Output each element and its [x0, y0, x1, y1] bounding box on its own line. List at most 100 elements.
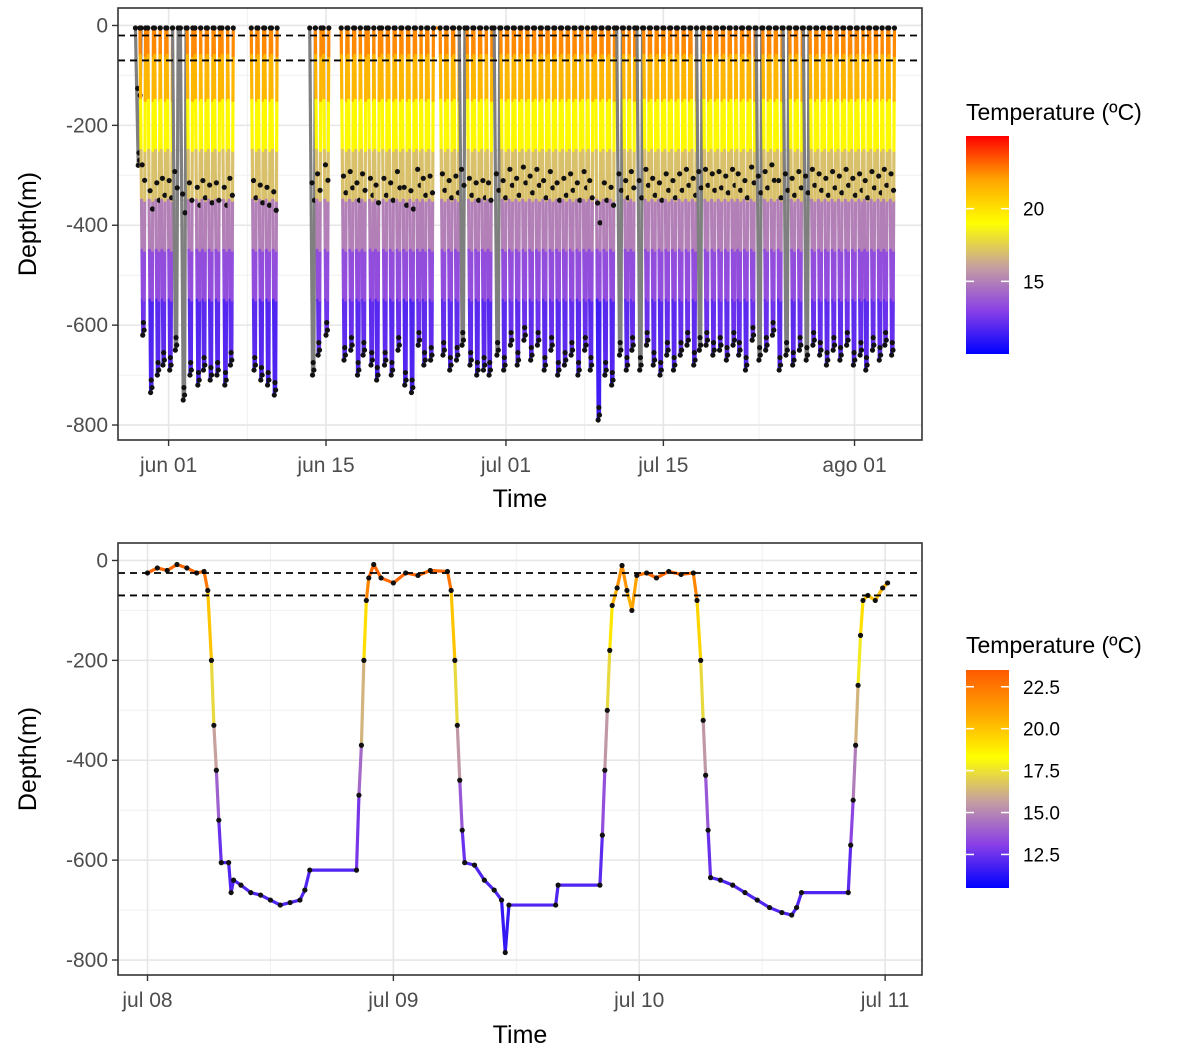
depth-point: [550, 185, 556, 191]
depth-point: [207, 377, 213, 383]
depth-segment: [630, 573, 639, 613]
depth-point: [341, 357, 347, 363]
depth-point: [205, 587, 211, 594]
depth-point: [462, 860, 468, 866]
depth-point: [725, 352, 731, 358]
depth-segment: [428, 568, 450, 574]
dive-100: [867, 25, 878, 353]
depth-point: [459, 342, 465, 348]
depth-point: [720, 25, 727, 31]
x-axis-title: Time: [493, 1021, 548, 1049]
depth-segment: [212, 723, 218, 772]
depth-point: [480, 367, 487, 373]
depth-point: [529, 352, 535, 358]
depth-point: [447, 367, 453, 373]
depth-point: [340, 173, 347, 179]
depth-point: [809, 166, 815, 172]
depth-point: [361, 340, 367, 346]
dive-52: [545, 25, 557, 353]
depth-point: [545, 25, 551, 31]
depth-point: [169, 25, 176, 31]
depth-point: [818, 187, 825, 193]
depth-point: [811, 337, 817, 343]
depth-point: [409, 377, 415, 383]
depth-point: [464, 25, 470, 31]
depth-point: [529, 190, 536, 196]
depth-segment: [851, 743, 858, 802]
depth-point: [453, 357, 460, 363]
depth-point: [157, 25, 163, 31]
depth-point: [442, 187, 448, 193]
depth-segment: [357, 743, 364, 797]
depth-point: [888, 171, 894, 177]
depth-point: [882, 342, 888, 348]
depth-point: [698, 342, 704, 348]
depth-point: [192, 25, 198, 31]
depth-point: [508, 330, 514, 336]
y-tick-label: -200: [66, 114, 108, 137]
depth-point: [257, 182, 263, 188]
depth-point: [890, 187, 897, 193]
depth-point: [834, 25, 840, 31]
depth-point: [737, 347, 743, 353]
depth-point: [379, 25, 385, 31]
depth-point: [473, 180, 479, 186]
depth-point: [421, 362, 427, 368]
depth-point: [211, 25, 217, 31]
dive-103: [886, 25, 898, 358]
depth-point: [860, 597, 866, 604]
depth-point: [750, 325, 756, 331]
dive-1: [137, 25, 149, 338]
depth-point: [487, 359, 493, 366]
depth-point: [421, 350, 428, 356]
dive-25: [357, 25, 369, 358]
depth-point: [423, 192, 429, 198]
depth-segment: [620, 563, 629, 593]
depth-point: [638, 362, 644, 368]
depth-point: [730, 342, 736, 348]
depth-point: [447, 354, 453, 361]
depth-point: [156, 367, 162, 373]
depth-segment: [706, 828, 713, 880]
depth-point: [228, 350, 234, 356]
depth-point: [252, 354, 258, 361]
depth-point: [211, 722, 217, 728]
colorbar-tick-label: 22.5: [1023, 678, 1060, 699]
plot-background: [118, 543, 922, 975]
depth-segment: [445, 569, 453, 593]
depth-point: [149, 384, 155, 391]
colorbar-tick-label: 15: [1023, 272, 1044, 293]
depth-point: [581, 168, 587, 175]
depth-point: [709, 171, 715, 177]
dive-2: [145, 25, 157, 396]
depth-point: [658, 359, 664, 366]
depth-point: [784, 340, 790, 346]
depth-point: [651, 357, 658, 363]
depth-point: [757, 352, 763, 358]
depth-point: [685, 337, 691, 343]
depth-point: [804, 345, 810, 351]
y-tick-label: -800: [66, 414, 108, 437]
depth-point: [780, 25, 786, 31]
depth-point: [481, 354, 487, 361]
depth-point: [656, 180, 663, 186]
depth-point: [264, 382, 271, 388]
depth-point: [375, 200, 382, 206]
depth-point: [853, 742, 859, 748]
depth-point: [616, 171, 622, 177]
depth-point: [457, 777, 463, 783]
depth-point: [700, 717, 706, 723]
depth-point: [881, 166, 887, 172]
depth-point: [884, 580, 891, 586]
depth-point: [710, 340, 717, 346]
depth-point: [735, 171, 741, 177]
depth-point: [521, 337, 527, 343]
depth-point: [181, 392, 188, 398]
depth-point: [154, 372, 160, 378]
depth-point: [870, 335, 876, 341]
depth-point: [172, 168, 178, 175]
depth-point: [258, 377, 264, 383]
depth-point: [135, 162, 141, 168]
depth-segment: [453, 658, 459, 727]
dive-16: [255, 25, 267, 383]
